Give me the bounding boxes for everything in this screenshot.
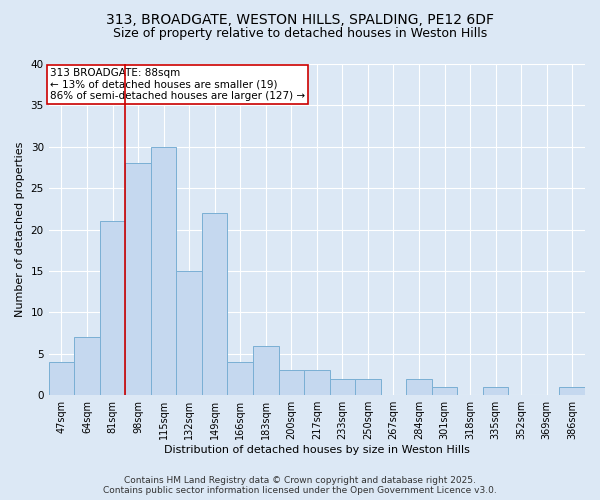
Bar [202,213,227,395]
Y-axis label: Number of detached properties: Number of detached properties [15,142,25,318]
Bar [74,337,100,395]
Bar [151,147,176,395]
Text: 313, BROADGATE, WESTON HILLS, SPALDING, PE12 6DF: 313, BROADGATE, WESTON HILLS, SPALDING, … [106,12,494,26]
Text: 313 BROADGATE: 88sqm
← 13% of detached houses are smaller (19)
86% of semi-detac: 313 BROADGATE: 88sqm ← 13% of detached h… [50,68,305,102]
Bar [253,346,278,395]
Bar [176,271,202,395]
Bar [100,222,125,395]
Text: Contains HM Land Registry data © Crown copyright and database right 2025.
Contai: Contains HM Land Registry data © Crown c… [103,476,497,495]
Text: Size of property relative to detached houses in Weston Hills: Size of property relative to detached ho… [113,28,487,40]
Bar [227,362,253,395]
Bar [304,370,329,395]
Bar [125,164,151,395]
Bar [483,387,508,395]
X-axis label: Distribution of detached houses by size in Weston Hills: Distribution of detached houses by size … [164,445,470,455]
Bar [406,378,432,395]
Bar [559,387,585,395]
Bar [278,370,304,395]
Bar [49,362,74,395]
Bar [432,387,457,395]
Bar [355,378,380,395]
Bar [329,378,355,395]
